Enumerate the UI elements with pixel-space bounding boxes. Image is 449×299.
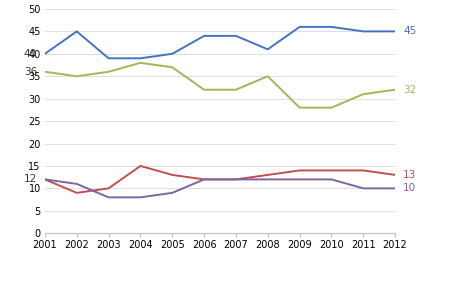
Individuels payants <box>42 70 48 74</box>
Individuels payants <box>74 74 79 78</box>
Text: 10: 10 <box>403 183 416 193</box>
Non-salariés <box>170 191 175 195</box>
Demandeurs d'emploi <box>265 173 270 177</box>
Line: Salariés: Salariés <box>45 27 395 58</box>
Text: 12: 12 <box>24 174 37 184</box>
Individuels payants <box>202 88 207 91</box>
Demandeurs d'emploi <box>361 169 366 172</box>
Individuels payants <box>170 65 175 69</box>
Individuels payants <box>233 88 238 91</box>
Non-salariés <box>74 182 79 186</box>
Salariés <box>170 52 175 56</box>
Salariés <box>202 34 207 38</box>
Individuels payants <box>361 92 366 96</box>
Demandeurs d'emploi <box>42 178 48 181</box>
Demandeurs d'emploi <box>74 191 79 195</box>
Non-salariés <box>329 178 334 181</box>
Non-salariés <box>361 187 366 190</box>
Demandeurs d'emploi <box>138 164 143 168</box>
Demandeurs d'emploi <box>329 169 334 172</box>
Non-salariés <box>106 196 111 199</box>
Salariés <box>361 30 366 33</box>
Salariés <box>265 48 270 51</box>
Demandeurs d'emploi <box>297 169 302 172</box>
Salariés <box>329 25 334 29</box>
Salariés <box>233 34 238 38</box>
Salariés <box>138 57 143 60</box>
Line: Non-salariés: Non-salariés <box>45 179 395 197</box>
Demandeurs d'emploi <box>392 173 398 177</box>
Text: 13: 13 <box>403 170 416 180</box>
Individuels payants <box>138 61 143 65</box>
Text: 40: 40 <box>24 49 37 59</box>
Salariés <box>106 57 111 60</box>
Non-salariés <box>392 187 398 190</box>
Individuels payants <box>265 74 270 78</box>
Demandeurs d'emploi <box>106 187 111 190</box>
Non-salariés <box>202 178 207 181</box>
Demandeurs d'emploi <box>202 178 207 181</box>
Salariés <box>42 52 48 56</box>
Demandeurs d'emploi <box>233 178 238 181</box>
Text: 32: 32 <box>403 85 416 95</box>
Line: Demandeurs d'emploi: Demandeurs d'emploi <box>45 166 395 193</box>
Non-salariés <box>265 178 270 181</box>
Individuels payants <box>392 88 398 91</box>
Individuels payants <box>329 106 334 109</box>
Non-salariés <box>42 178 48 181</box>
Salariés <box>74 30 79 33</box>
Salariés <box>297 25 302 29</box>
Demandeurs d'emploi <box>170 173 175 177</box>
Non-salariés <box>297 178 302 181</box>
Line: Individuels payants: Individuels payants <box>45 63 395 108</box>
Non-salariés <box>138 196 143 199</box>
Individuels payants <box>297 106 302 109</box>
Text: 36: 36 <box>24 67 37 77</box>
Salariés <box>392 30 398 33</box>
Individuels payants <box>106 70 111 74</box>
Non-salariés <box>233 178 238 181</box>
Text: 45: 45 <box>403 26 416 36</box>
